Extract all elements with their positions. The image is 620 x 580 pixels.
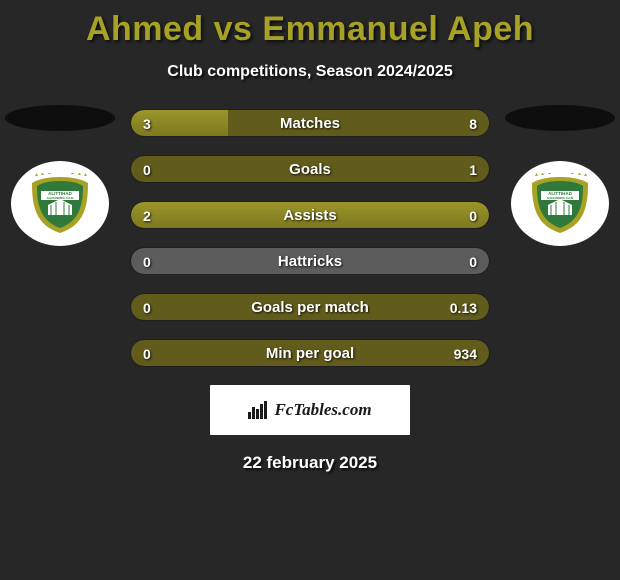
date-text: 22 february 2025 — [0, 453, 620, 473]
stat-row: 3Matches8 — [130, 109, 490, 137]
stat-label: Assists — [131, 202, 489, 229]
player-shadow-oval — [5, 105, 115, 131]
stat-label: Hattricks — [131, 248, 489, 275]
stat-value-right: 0 — [469, 248, 477, 275]
stat-value-right: 8 — [469, 110, 477, 137]
stat-row: 2Assists0 — [130, 201, 490, 229]
stat-value-right: 1 — [469, 156, 477, 183]
stat-bars: 3Matches80Goals12Assists00Hattricks00Goa… — [130, 105, 490, 367]
stat-row: 0Goals1 — [130, 155, 490, 183]
stat-row: 0Min per goal934 — [130, 339, 490, 367]
left-club-badge: ALITTIHAD ALEXANDRIA CLUB — [11, 161, 109, 246]
player-shadow-oval — [505, 105, 615, 131]
page-title: Ahmed vs Emmanuel Apeh — [0, 0, 620, 49]
brand-text: FcTables.com — [274, 400, 371, 420]
brand-box: FcTables.com — [210, 385, 410, 435]
stat-row: 0Goals per match0.13 — [130, 293, 490, 321]
stat-label: Min per goal — [131, 340, 489, 367]
comparison-arena: ALITTIHAD ALEXANDRIA CLUB — [0, 105, 620, 367]
bar-chart-icon — [248, 401, 270, 419]
shield-icon: ALITTIHAD ALEXANDRIA CLUB — [26, 173, 94, 235]
subtitle: Club competitions, Season 2024/2025 — [0, 63, 620, 81]
shield-icon: ALITTIHAD ALEXANDRIA CLUB — [526, 173, 594, 235]
left-player-column: ALITTIHAD ALEXANDRIA CLUB — [0, 105, 120, 246]
stat-label: Matches — [131, 110, 489, 137]
stat-value-right: 934 — [454, 340, 477, 367]
right-player-column: ALITTIHAD ALEXANDRIA CLUB — [500, 105, 620, 246]
stat-label: Goals per match — [131, 294, 489, 321]
stat-row: 0Hattricks0 — [130, 247, 490, 275]
stat-label: Goals — [131, 156, 489, 183]
right-club-badge: ALITTIHAD ALEXANDRIA CLUB — [511, 161, 609, 246]
stat-value-right: 0 — [469, 202, 477, 229]
stat-value-right: 0.13 — [450, 294, 477, 321]
